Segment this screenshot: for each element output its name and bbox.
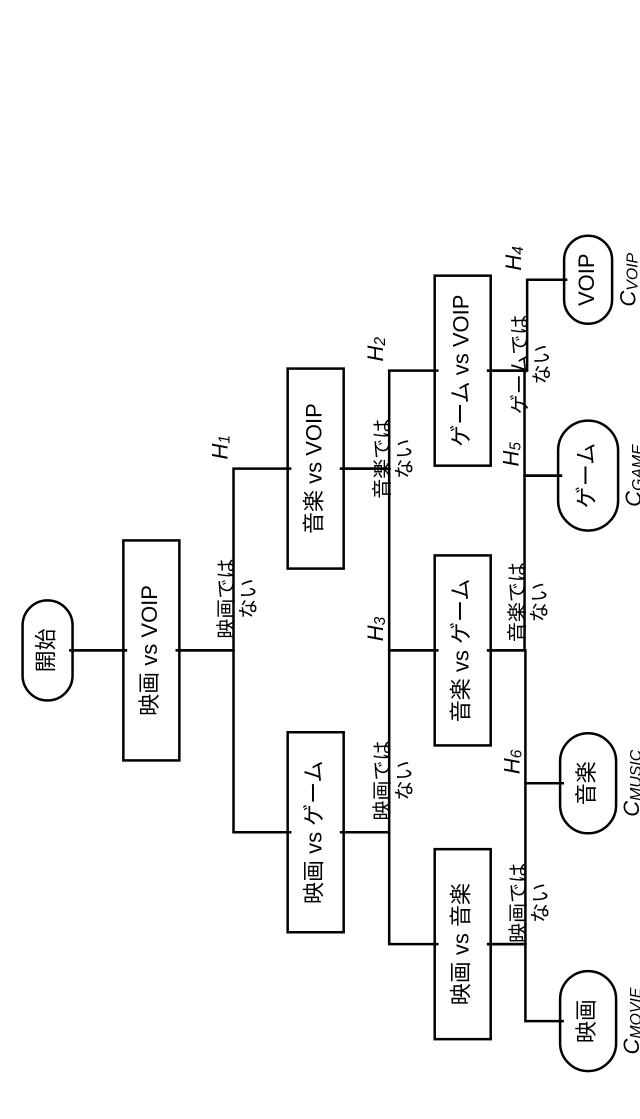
h-label: H1 xyxy=(207,435,233,459)
node-n2l: 音楽 vs VOIP xyxy=(288,369,344,569)
svg-text:ない: ない xyxy=(394,761,416,801)
svg-text:映画では: 映画では xyxy=(215,559,238,639)
svg-text:CMOVIE: CMOVIE xyxy=(619,987,640,1054)
node-n2r: 映画 vs ゲーム xyxy=(288,732,344,932)
node-label: 映画 xyxy=(574,999,599,1043)
svg-text:音楽では: 音楽では xyxy=(506,562,529,642)
branch-label: ゲームではない xyxy=(509,315,554,414)
branch-label: 映画ではない xyxy=(215,559,260,639)
svg-text:CMUSIC: CMUSIC xyxy=(619,749,640,816)
node-label: VOIP xyxy=(574,253,599,306)
node-label: 音楽 vs VOIP xyxy=(301,403,326,534)
h-label: H6 xyxy=(499,749,525,774)
node-label: 映画 vs 音楽 xyxy=(449,883,474,1005)
svg-text:映画では: 映画では xyxy=(371,741,394,821)
h-label: H5 xyxy=(498,442,524,467)
result-label-o_movie: CMOVIE xyxy=(619,987,640,1054)
node-o_movie: 映画 xyxy=(560,971,616,1071)
edge-n2l-n3b xyxy=(340,469,439,651)
svg-text:ない: ない xyxy=(529,582,551,622)
svg-text:H5: H5 xyxy=(498,442,524,467)
h-label: H2 xyxy=(363,337,389,362)
h-label: H4 xyxy=(501,246,527,270)
svg-text:映画では: 映画では xyxy=(507,863,530,943)
svg-text:ない: ない xyxy=(532,344,554,384)
node-start: 開始 xyxy=(23,600,73,700)
edge-n1-n2r xyxy=(176,650,292,832)
svg-text:ない: ない xyxy=(238,579,260,619)
node-label: 映画 vs VOIP xyxy=(137,585,162,716)
node-label: 音楽 vs ゲーム xyxy=(449,579,474,723)
svg-text:H4: H4 xyxy=(501,246,527,270)
branch-label: 映画ではない xyxy=(371,741,416,821)
flowchart-diagram: 開始 映画 vs VOIP 音楽 vs VOIP 映画 vs ゲーム ゲーム vs VO… xyxy=(0,0,640,1119)
node-o_game: ゲーム xyxy=(558,421,618,531)
result-label-o_music: CMUSIC xyxy=(619,749,640,816)
result-label-o_voip: CVOIP xyxy=(615,252,640,306)
node-n3c: 映画 vs 音楽 xyxy=(435,849,491,1039)
node-label: 映画 vs ゲーム xyxy=(301,760,326,904)
branch-label: 映画ではない xyxy=(507,863,552,943)
svg-text:H2: H2 xyxy=(363,337,389,362)
svg-text:H1: H1 xyxy=(207,435,233,459)
node-n1: 映画 vs VOIP xyxy=(123,540,179,760)
node-n3a: ゲーム vs VOIP xyxy=(435,276,491,466)
svg-text:ゲームでは: ゲームでは xyxy=(509,315,532,414)
svg-text:H6: H6 xyxy=(499,749,525,774)
node-label: 音楽 xyxy=(574,761,599,805)
edge-n3c-o_movie xyxy=(487,944,564,1021)
svg-text:CGAME: CGAME xyxy=(621,444,640,507)
svg-text:ない: ない xyxy=(530,883,552,923)
branch-label: 音楽ではない xyxy=(506,562,551,642)
node-o_voip: VOIP xyxy=(564,236,612,324)
result-label-o_game: CGAME xyxy=(621,444,640,507)
svg-text:ない: ない xyxy=(394,439,416,479)
node-label: ゲーム vs VOIP xyxy=(449,295,474,447)
node-label: ゲーム xyxy=(574,443,599,508)
node-label: 開始 xyxy=(33,628,58,672)
branch-label: 音楽ではない xyxy=(371,419,416,499)
node-o_music: 音楽 xyxy=(560,733,616,833)
svg-text:CVOIP: CVOIP xyxy=(615,252,640,306)
node-n3b: 音楽 vs ゲーム xyxy=(435,555,491,745)
svg-text:H3: H3 xyxy=(363,616,389,641)
edge-n2r-n3c xyxy=(340,832,439,944)
h-label: H3 xyxy=(363,616,389,641)
